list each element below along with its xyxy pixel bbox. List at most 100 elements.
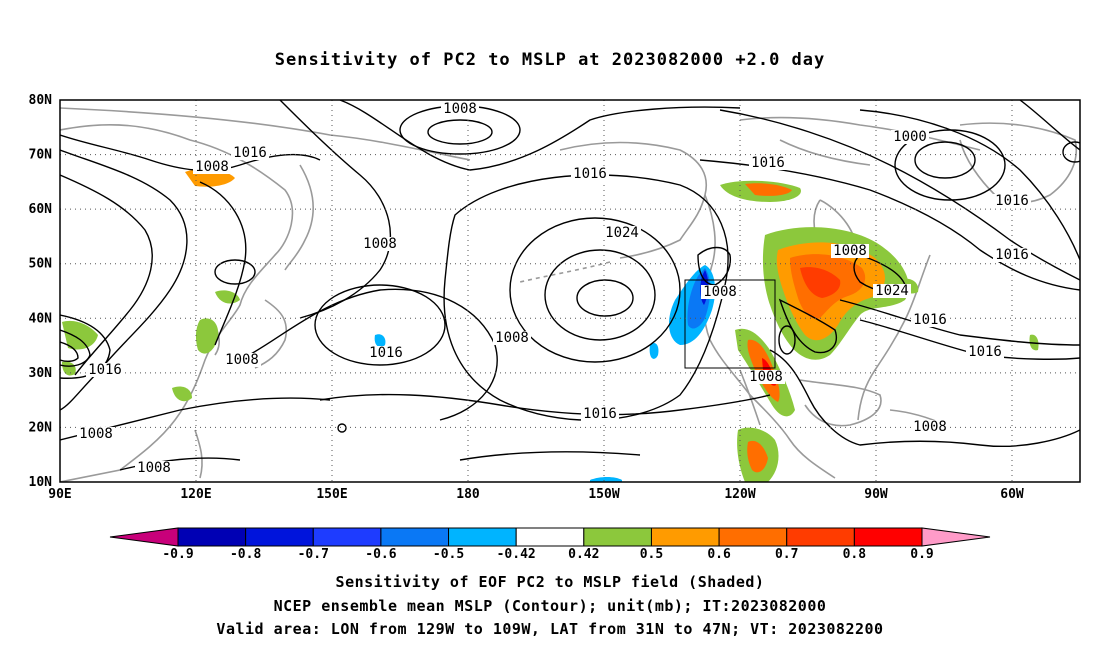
latitude-labels: 80N 70N 60N 50N 40N 30N 20N 10N (29, 93, 53, 490)
lat-label: 60N (29, 202, 53, 217)
colorbar-box (650, 527, 720, 547)
contour-label: 1000 (893, 129, 927, 145)
pos-mex-core (747, 440, 768, 473)
colorbar-label: -0.42 (497, 547, 536, 562)
colorbar-box (177, 527, 247, 547)
contour-label-bg (701, 285, 739, 299)
contour-label: 1008 (363, 236, 397, 252)
lon-label: 90W (864, 487, 888, 502)
lat-label: 10N (29, 475, 53, 490)
neg-patch-small-2 (374, 334, 386, 348)
map-frame (59, 99, 1081, 483)
caption-shaded: Sensitivity of EOF PC2 to MSLP field (Sh… (335, 573, 765, 591)
neg-patch-bottom (590, 477, 622, 482)
caption-valid-area: Valid area: LON from 129W to 109W, LAT f… (216, 620, 884, 638)
contour-label: 1016 (369, 345, 403, 361)
contour-label-bg (223, 353, 261, 367)
lat-label: 30N (29, 366, 53, 381)
contour-label: 1016 (583, 406, 617, 422)
contour-label-bg (891, 130, 929, 144)
contour-label: 1016 (968, 344, 1002, 360)
contour-label-bg (86, 363, 124, 377)
contour-label: 1008 (79, 426, 113, 442)
colorbar-box (853, 527, 923, 547)
contour-label: 1008 (225, 352, 259, 368)
contour-label: 1008 (749, 369, 783, 385)
colorbar-box (245, 527, 314, 547)
contour-label-bg (911, 420, 949, 434)
colorbar-box (786, 527, 855, 547)
colorbar-label: 0.8 (843, 547, 867, 562)
plot-title: Sensitivity of PC2 to MSLP at 2023082000… (274, 50, 826, 70)
contour-label-bg (966, 345, 1004, 359)
pos-asia-2 (195, 318, 219, 354)
colorbar-label: 0.6 (707, 547, 731, 562)
colorbar: -0.9 -0.8 -0.7 -0.6 -0.5 -0.42 0.42 0.5 0.6 0.7 0.… (109, 527, 991, 562)
contour-label: 1016 (233, 145, 267, 161)
lon-label: 60W (1000, 487, 1024, 502)
contour-label: 1008 (703, 284, 737, 300)
colorbar-label: -0.7 (298, 547, 329, 562)
colorbar-box (583, 527, 652, 547)
contour-label-bg (911, 313, 949, 327)
colorbar-box (312, 527, 382, 547)
colorbar-label: 0.9 (910, 547, 933, 562)
contour-label: 1024 (875, 283, 909, 299)
colorbar-label: 0.5 (640, 547, 663, 562)
contour-label: 1008 (137, 460, 171, 476)
pos-asia-3 (62, 320, 98, 350)
contour-label-bg (993, 194, 1031, 208)
colorbar-label: -0.8 (230, 547, 261, 562)
contour-label: 1016 (995, 247, 1029, 263)
contour-label: 1008 (833, 243, 867, 259)
contour-label-bg (603, 226, 641, 240)
caption-contour: NCEP ensemble mean MSLP (Contour); unit(… (273, 597, 827, 615)
contour-label: 1016 (88, 362, 122, 378)
contour-label-bg (135, 461, 173, 475)
colorbar-label: 0.7 (775, 547, 798, 562)
colorbar-box (448, 527, 517, 547)
colorbar-box (718, 527, 788, 547)
contour-label-bg (873, 284, 911, 298)
contour-label: 1008 (913, 419, 947, 435)
colorbar-box (515, 527, 585, 547)
lat-label: 70N (29, 148, 53, 163)
lon-label: 150E (316, 487, 347, 502)
pos-asia-5 (172, 386, 192, 402)
contour-label: 1008 (495, 330, 529, 346)
contour-label-bg (367, 346, 405, 360)
contour-label-bg (441, 102, 479, 116)
lon-label: 180 (456, 487, 480, 502)
contour-label: 1008 (195, 159, 229, 175)
contour-label-bg (77, 427, 115, 441)
pos-asia-6 (62, 361, 76, 376)
colorbar-label: -0.9 (162, 547, 193, 562)
contour-label-bg (749, 156, 787, 170)
lat-label: 20N (29, 420, 53, 435)
lon-label: 120W (724, 487, 755, 502)
pos-patch-core (800, 267, 841, 298)
lat-label: 40N (29, 311, 53, 326)
contour-label-bg (231, 146, 269, 160)
contour-label-bg (993, 248, 1031, 262)
lat-label: 80N (29, 93, 53, 108)
longitude-labels: 90E 120E 150E 180 150W 120W 90W 60W (48, 487, 1024, 502)
contour-label: 1016 (995, 193, 1029, 209)
contour-label-bg (493, 331, 531, 345)
contour-label: 1008 (443, 101, 477, 117)
contour-label: 1016 (573, 166, 607, 182)
lon-label: 120E (180, 487, 211, 502)
colorbar-label: -0.6 (365, 547, 396, 562)
grid-lines (60, 100, 1080, 482)
contour-label: 1024 (605, 225, 639, 241)
contour-label-bg (747, 370, 785, 384)
lon-label: 90E (48, 487, 71, 502)
pos-arctic-core (745, 183, 792, 196)
contour-label: 1016 (751, 155, 785, 171)
colorbar-low-arrow (109, 527, 179, 547)
colorbar-box (380, 527, 450, 547)
colorbar-label: -0.5 (433, 547, 464, 562)
contour-label-bg (831, 244, 869, 258)
